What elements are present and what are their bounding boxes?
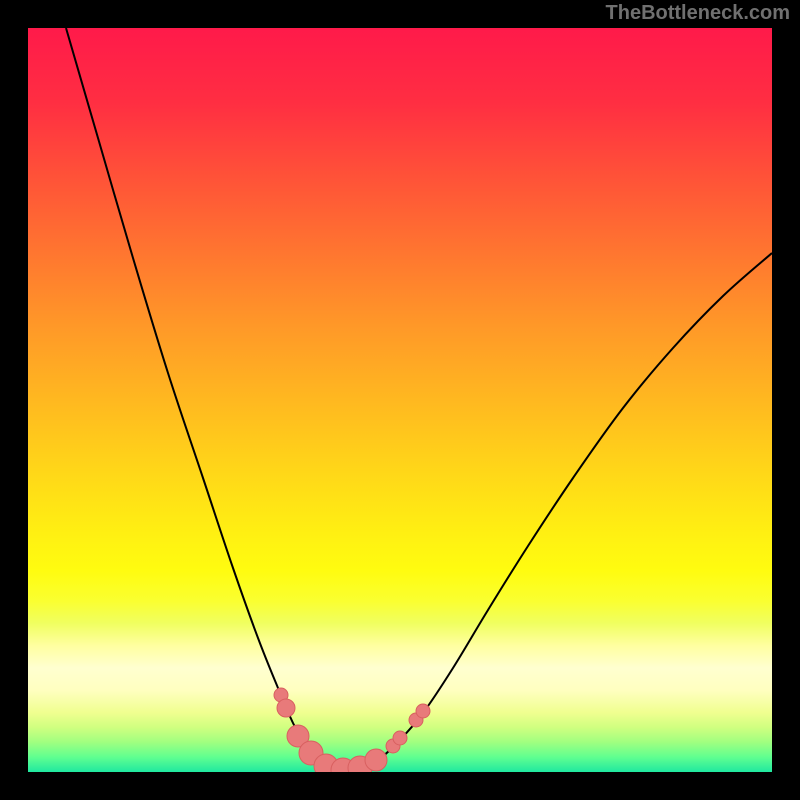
data-marker — [277, 699, 295, 717]
v-curve — [66, 28, 772, 772]
chart-container: TheBottleneck.com — [0, 0, 800, 800]
data-marker — [365, 749, 387, 771]
marker-group — [274, 688, 430, 772]
watermark-text: TheBottleneck.com — [606, 2, 790, 25]
plot-area — [28, 28, 772, 772]
data-marker — [393, 731, 407, 745]
data-marker — [416, 704, 430, 718]
curve-layer — [28, 28, 772, 772]
